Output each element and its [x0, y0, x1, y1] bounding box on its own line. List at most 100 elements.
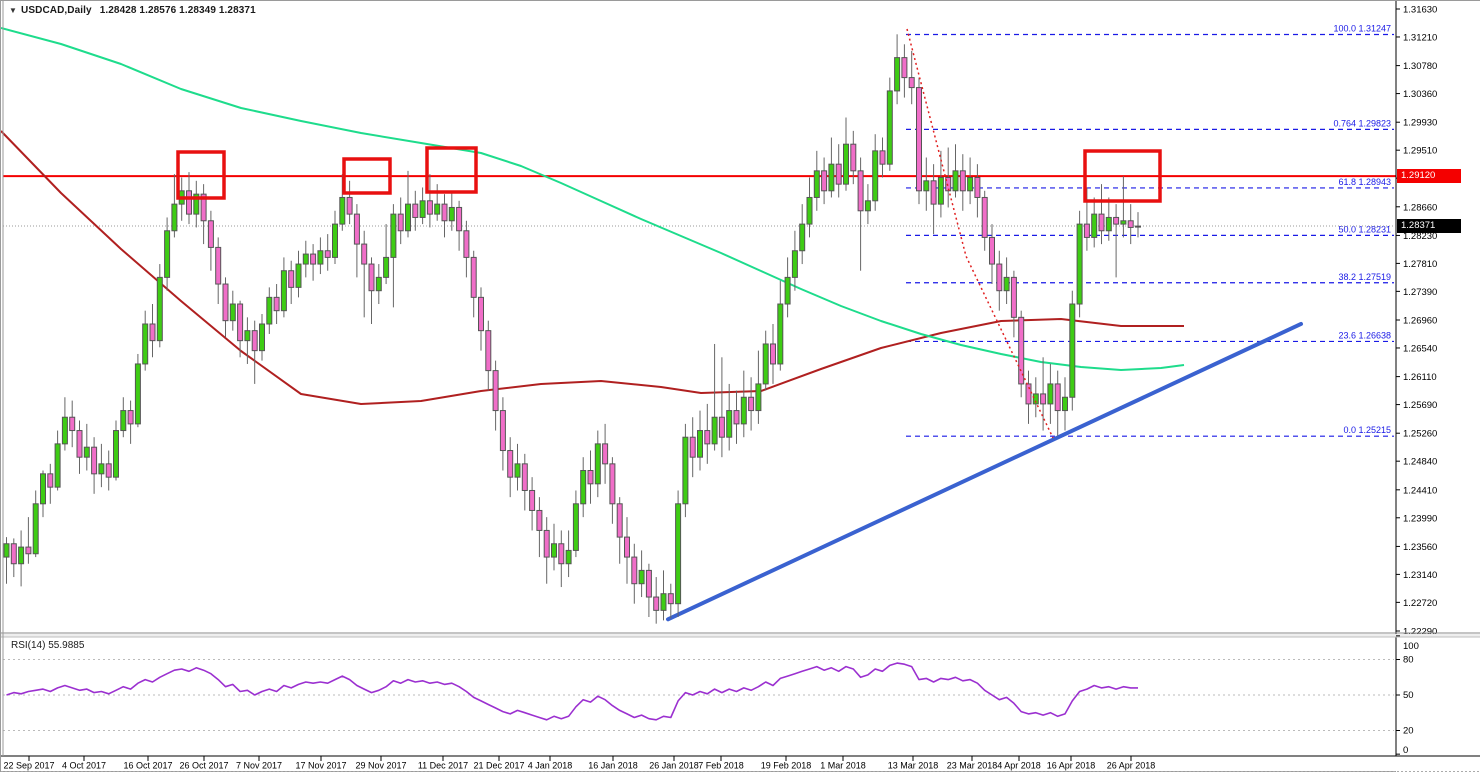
candle-body	[638, 569, 645, 585]
candle-body	[200, 193, 207, 222]
candle-body	[54, 443, 61, 488]
candle-body	[1076, 223, 1083, 305]
candle-body	[1025, 383, 1032, 405]
candle-body	[332, 223, 338, 258]
price-tick-label: 1.30360	[1403, 89, 1437, 100]
candle-body	[295, 263, 302, 288]
price-tick-label: 1.27810	[1403, 259, 1437, 270]
candle-body	[448, 206, 455, 222]
candle-body	[273, 296, 280, 312]
price-tick-label: 1.28660	[1403, 202, 1437, 213]
candle-body	[339, 196, 346, 225]
candle-body	[91, 446, 98, 475]
price-tick-label: 1.24840	[1403, 457, 1437, 468]
candle-body	[580, 470, 587, 505]
date-tick-label: 23 Mar 2018	[947, 761, 998, 771]
ohlc-values: 1.28428 1.28576 1.28349 1.28371	[99, 5, 256, 16]
fib-level-label: 0.0 1.25215	[1343, 425, 1391, 435]
candle-body	[916, 87, 922, 192]
candle-body	[280, 270, 287, 312]
candle-body	[251, 330, 258, 352]
candle-body	[368, 263, 375, 292]
price-tick-label: 1.22720	[1403, 598, 1437, 609]
collapse-icon[interactable]: ▼	[9, 6, 18, 15]
highlight-rectangle[interactable]	[1083, 149, 1162, 203]
candle-body	[952, 170, 959, 192]
candle-body	[828, 163, 835, 192]
price-tick-label: 1.26960	[1403, 316, 1437, 327]
price-axis-bg	[1396, 1, 1480, 772]
candle-body	[383, 256, 390, 278]
candle-body	[726, 410, 733, 438]
candle-body	[594, 443, 601, 485]
fib-level-label: 0.764 1.29823	[1333, 118, 1391, 128]
candle-body	[1054, 383, 1061, 412]
candle-body	[784, 276, 791, 305]
candle-body	[587, 470, 594, 485]
candle-body	[244, 330, 251, 342]
candle-body	[843, 143, 849, 185]
red-line-price-tag: 1.29120	[1397, 169, 1461, 183]
candle-body	[602, 443, 609, 465]
candle-body	[1091, 213, 1098, 238]
candle-body	[624, 536, 630, 558]
candle-body	[1018, 316, 1025, 385]
date-tick-label: 4 Apr 2018	[997, 761, 1041, 771]
candle-body	[558, 543, 565, 565]
price-tick-label: 1.23560	[1403, 542, 1437, 553]
rsi-tick-label: 100	[1403, 641, 1419, 652]
candle-body	[310, 253, 317, 265]
candle-body	[799, 223, 806, 252]
candle-body	[441, 203, 448, 222]
candle-body	[1105, 216, 1112, 232]
date-tick-label: 13 Mar 2018	[888, 761, 939, 771]
candle-body	[697, 430, 703, 458]
candle-body	[105, 463, 112, 478]
candle-body	[1047, 383, 1054, 405]
candle-body	[164, 230, 171, 278]
candle-body	[835, 163, 842, 185]
candle-body	[609, 463, 616, 505]
candle-body	[543, 529, 550, 558]
date-tick-label: 1 Mar 2018	[820, 761, 866, 771]
candle-body	[967, 176, 974, 192]
candle-body	[222, 283, 229, 322]
fib-level-label: 23.6 1.26638	[1338, 330, 1391, 340]
candle-body	[521, 463, 528, 491]
highlight-rectangle[interactable]	[425, 146, 478, 194]
price-tick-label: 1.31630	[1403, 5, 1437, 16]
candle-body	[426, 200, 433, 215]
candle-body	[207, 220, 214, 248]
date-tick-label: 11 Dec 2017	[418, 761, 468, 771]
candle-body	[317, 250, 324, 265]
candle-body	[886, 90, 893, 165]
ma-red-line	[1, 130, 1184, 405]
ascending-trendline[interactable]	[666, 321, 1303, 622]
candle-body	[974, 176, 981, 198]
candle-body	[850, 143, 857, 172]
date-tick-label: 16 Jan 2018	[588, 761, 638, 771]
candle-body	[872, 150, 879, 202]
highlight-rectangle[interactable]	[176, 150, 226, 200]
candle-body	[397, 213, 404, 232]
candle-body	[770, 343, 776, 365]
candle-body	[755, 383, 762, 412]
candle-body	[47, 473, 54, 488]
date-tick-label: 26 Jan 2018	[649, 761, 699, 771]
rsi-tick-label: 50	[1403, 690, 1414, 701]
candle-body	[492, 370, 499, 412]
date-tick-label: 17 Nov 2017	[295, 761, 346, 771]
fib-level-label: 50.0 1.28231	[1338, 224, 1391, 234]
candle-body	[616, 503, 623, 538]
candle-body	[120, 410, 127, 432]
highlight-rectangle[interactable]	[342, 157, 392, 195]
date-tick-label: 4 Oct 2017	[62, 761, 106, 771]
candle-body	[682, 436, 689, 505]
candle-body	[375, 276, 382, 292]
panel-divider-bar[interactable]	[1, 634, 1480, 637]
price-tick-label: 1.23990	[1403, 513, 1437, 524]
chart-title: ▼ USDCAD,Daily 1.28428 1.28576 1.28349 1.2…	[9, 5, 256, 16]
fib-level-label: 61.8 1.28943	[1338, 177, 1391, 187]
